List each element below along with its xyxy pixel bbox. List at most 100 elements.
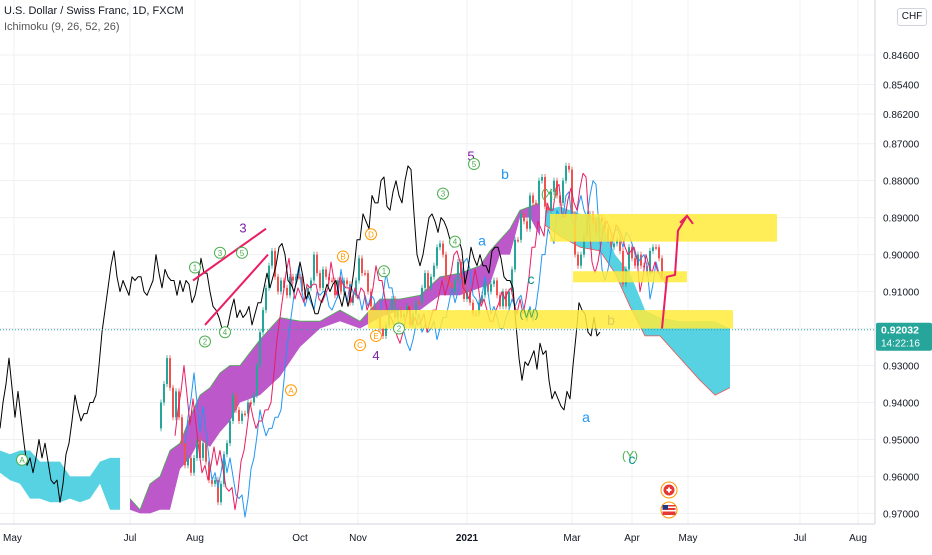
currency-button[interactable]: CHF: [897, 8, 927, 26]
candle-body: [532, 195, 534, 203]
candle-body: [523, 213, 525, 222]
candle-body: [214, 480, 216, 484]
candle-body: [433, 265, 435, 277]
candle-body: [262, 310, 264, 333]
wave-label[interactable]: c: [629, 451, 636, 467]
swiss-flag-cross: [668, 487, 670, 493]
kumo-cloud-bullish-future: [545, 206, 730, 396]
candle-body: [298, 276, 300, 279]
candle-body: [241, 413, 243, 421]
wave-count-label: 3: [441, 190, 446, 199]
wave-label[interactable]: b: [501, 166, 509, 182]
candle-body: [223, 454, 225, 484]
indicator-label[interactable]: Ichimoku (9, 26, 52, 26): [4, 21, 120, 33]
wave-label[interactable]: (W): [519, 306, 538, 320]
wave-count-circle: [16, 453, 28, 466]
candle-body: [616, 239, 618, 244]
wave-count-label: E: [373, 332, 378, 341]
kumo-cloud-bullish: [0, 450, 120, 510]
candle-body: [520, 213, 522, 240]
candle-body: [622, 250, 624, 285]
candle-body: [649, 250, 651, 274]
wave-count-label: D: [368, 230, 374, 239]
chart-legend: U.S. Dollar / Swiss Franc, 1D, FXCM Ichi…: [4, 3, 184, 35]
wave-label[interactable]: a: [478, 232, 486, 248]
wave-count-circle: [199, 335, 211, 348]
candle-body: [472, 302, 474, 314]
candle-body: [205, 443, 207, 462]
candle-body: [640, 254, 642, 266]
candle-body: [355, 280, 357, 296]
time-tick-label: Jul: [124, 533, 137, 544]
price-tick-label: 0.86200: [883, 110, 920, 121]
wave-label[interactable]: 3: [239, 220, 246, 235]
candle-body: [436, 247, 438, 266]
wave-label[interactable]: c: [528, 271, 535, 287]
trend-line: [192, 227, 267, 282]
candle-body: [202, 443, 204, 458]
wave-count-label: 5: [240, 249, 245, 258]
candle-body: [502, 291, 504, 307]
wave-label[interactable]: (Y): [622, 448, 638, 462]
candle-body: [547, 206, 549, 211]
time-axis: [0, 524, 932, 550]
candle-body: [511, 269, 513, 292]
candle-body: [415, 302, 417, 314]
candle-body: [442, 243, 444, 255]
candle-body: [562, 180, 564, 203]
candle-body: [421, 287, 423, 303]
wave-label[interactable]: 4: [372, 348, 379, 363]
wave-count-label: 4: [453, 238, 458, 247]
wave-count-circle: [285, 384, 297, 397]
symbol-title[interactable]: U.S. Dollar / Swiss Franc, 1D, FXCM: [4, 5, 184, 17]
candle-body: [250, 402, 252, 404]
wave-label[interactable]: a: [582, 409, 590, 425]
wave-count-label: 5: [472, 160, 477, 169]
wave-count-label: C: [357, 341, 363, 350]
candle-body: [535, 202, 537, 205]
target-zone: [368, 310, 733, 329]
wave-label[interactable]: b: [607, 312, 615, 328]
wave-label[interactable]: 5: [467, 148, 474, 163]
candle-body: [529, 195, 531, 229]
candle-body: [208, 461, 210, 481]
candle-body: [445, 254, 447, 281]
time-tick-label: May: [679, 533, 698, 544]
current-price-tag[interactable]: [876, 322, 932, 351]
candle-body: [187, 457, 189, 466]
candle-body: [340, 280, 342, 292]
candle-body: [193, 457, 195, 473]
candle-body: [517, 239, 519, 242]
candle-body: [457, 262, 459, 281]
time-tick-label: Aug: [186, 533, 204, 544]
time-tick-label: May: [3, 533, 22, 544]
us-flag-stripe: [662, 510, 676, 512]
time-tick-label: Oct: [292, 533, 308, 544]
candle-body: [541, 176, 543, 181]
candle-body: [487, 284, 489, 292]
price-line: [0, 165, 601, 503]
target-zone: [550, 213, 777, 242]
wave-count-label: 3: [218, 249, 223, 258]
candle-body: [319, 273, 321, 288]
price-tick-label: 0.96000: [883, 472, 920, 483]
us-flag-stripe: [662, 506, 676, 508]
wave-count-circle: [365, 228, 377, 241]
price-tick-label: 0.89000: [883, 214, 920, 225]
wave-count-circle: [236, 246, 248, 259]
price-tick-label: 0.85400: [883, 81, 920, 92]
candle-body: [274, 250, 276, 277]
candle-body: [247, 402, 249, 414]
price-tick-label: 0.94000: [883, 398, 920, 409]
candle-body: [184, 443, 186, 466]
time-tick-label: Apr: [624, 533, 640, 544]
price-tick-label: 0.87000: [883, 140, 920, 151]
candle-body: [661, 258, 663, 277]
wave-label[interactable]: (X): [541, 186, 557, 200]
candle-body: [220, 483, 222, 503]
candle-body: [583, 236, 585, 255]
candle-body: [385, 324, 387, 336]
wave-count-label: A: [288, 386, 294, 395]
